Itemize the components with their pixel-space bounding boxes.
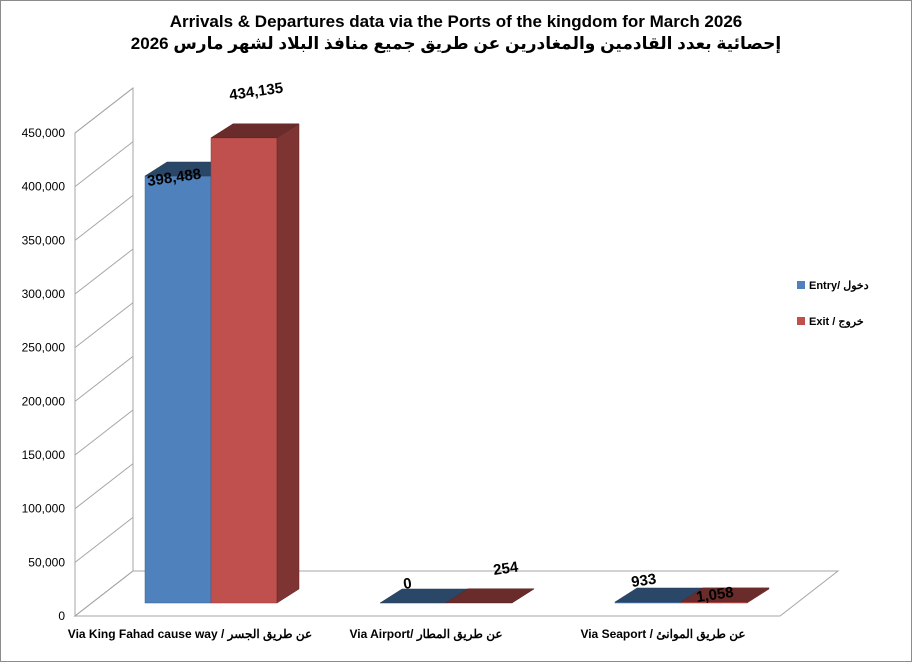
gridline-side [74, 194, 134, 241]
bar-exit-2 [680, 587, 770, 604]
data-label: 1,058 [695, 584, 735, 606]
x-tick-label: Via Airport/ عن طريق المطار [349, 627, 502, 642]
y-tick-label: 0 [58, 609, 65, 623]
legend-label: Exit / خروج [809, 316, 864, 328]
gridlines [74, 87, 134, 617]
gridline-side [74, 409, 134, 456]
y-tick-label: 350,000 [22, 233, 66, 247]
y-tick-label: 300,000 [22, 287, 66, 301]
gridline-side [74, 302, 134, 349]
legend-swatch [797, 317, 805, 325]
y-axis-ticks: 0 50,000 100,000 150,000 200,000 250,000 300,0… [22, 126, 66, 623]
bar-exit-0 [210, 123, 300, 604]
gridline-side [74, 570, 134, 617]
y-tick-label: 450,000 [22, 126, 66, 140]
chart-title: Arrivals & Departures data via the Ports… [169, 12, 743, 31]
x-axis-labels: Via King Fahad cause way / عن طريق الجسر… [68, 627, 746, 642]
gridline-side [74, 141, 134, 188]
legend-label: Entry/ دخول [809, 280, 869, 292]
side-wall [74, 86, 134, 618]
chart-subtitle: إحصائية بعدد القادمين والمغادرين عن طريق… [130, 34, 782, 53]
gridline-side [74, 463, 134, 510]
y-tick-label: 50,000 [28, 555, 65, 569]
bar-front [144, 175, 212, 604]
bar-side [746, 587, 770, 604]
gridline-side [74, 87, 134, 134]
y-tick-label: 400,000 [22, 180, 66, 194]
legend-swatch [797, 281, 805, 289]
y-tick-label: 250,000 [22, 341, 66, 355]
data-label: 933 [630, 571, 657, 591]
bars [144, 123, 770, 604]
gridline-side [74, 516, 134, 563]
y-tick-label: 150,000 [22, 448, 66, 462]
bar-entry-2 [614, 587, 704, 604]
data-label: 0 [402, 575, 413, 593]
legend: Entry/ دخول Exit / خروج [797, 280, 869, 328]
gridline-side [74, 355, 134, 402]
bar-side [276, 123, 300, 604]
bar-side [511, 588, 535, 604]
bar-exit-1 [445, 588, 535, 604]
y-tick-label: 200,000 [22, 394, 66, 408]
gridline-side [74, 248, 134, 295]
bar-front [210, 137, 278, 604]
y-tick-label: 100,000 [22, 502, 66, 516]
data-label: 254 [492, 559, 520, 579]
x-tick-label: Via King Fahad cause way / عن طريق الجسر [68, 627, 312, 642]
x-tick-label: Via Seaport / عن طريق الموانئ [580, 627, 745, 642]
data-label: 434,135 [228, 80, 284, 104]
